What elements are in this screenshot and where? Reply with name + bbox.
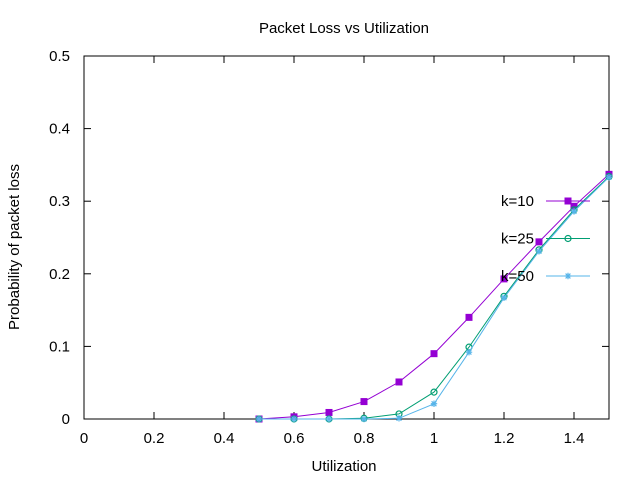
data-point-k10: [570, 202, 578, 210]
data-point-k50: [255, 415, 263, 423]
data-point-k50: [360, 415, 368, 423]
chart-title: Packet Loss vs Utilization: [259, 20, 429, 37]
data-point-k50: [395, 415, 403, 422]
data-point-k10: [325, 408, 333, 416]
data-point-k50: [570, 208, 578, 215]
data-point-k10: [395, 378, 403, 386]
data-point-k50: [535, 248, 543, 255]
y-tick-label: 0.2: [49, 266, 70, 283]
plot-area: 0 0.2 0.4 0.6 0.8 1 1.2 1.4 0 0.1 0.2 0.3 0.4 0.5 k=10…: [49, 48, 613, 447]
data-point-k50: [325, 415, 333, 423]
y-tick-label: 0.3: [49, 193, 70, 210]
data-point-k50: [430, 400, 438, 407]
y-tick-label: 0: [62, 411, 70, 428]
data-point-k10: [535, 238, 543, 246]
x-tick-label: 0.2: [144, 430, 165, 447]
y-tick-label: 0.5: [49, 48, 70, 65]
data-point-k50: [290, 415, 298, 423]
data-point-k50: [465, 349, 473, 356]
x-tick-label: 0.6: [284, 430, 305, 447]
x-tick-label: 1.2: [494, 430, 515, 447]
x-tick-label: 0.8: [354, 430, 375, 447]
legend-label-k10: k=10: [501, 193, 534, 210]
legend-label-k25: k=25: [501, 231, 534, 248]
legend-marker-k25: [564, 234, 572, 243]
x-axis-label: Utilization: [311, 458, 376, 475]
x-tick-label: 0.4: [214, 430, 235, 447]
y-tick-label: 0.1: [49, 338, 70, 355]
y-axis-label: Probability of packet loss: [6, 164, 23, 330]
y-tick-label: 0.4: [49, 121, 70, 138]
data-point-k50: [500, 294, 508, 301]
x-tick-label: 1.4: [564, 430, 585, 447]
x-tick-label: 0: [80, 430, 88, 447]
data-point-k10: [500, 275, 508, 283]
legend-marker-k50: [564, 272, 572, 280]
legend-label-k50: k=50: [501, 268, 534, 285]
legend-marker-k10: [564, 197, 572, 205]
data-point-k25: [430, 388, 438, 396]
data-point-k50: [605, 174, 613, 181]
data-point-k10: [430, 350, 438, 358]
data-point-k10: [360, 398, 368, 406]
x-tick-label: 1: [430, 430, 438, 447]
data-point-k10: [465, 313, 473, 321]
